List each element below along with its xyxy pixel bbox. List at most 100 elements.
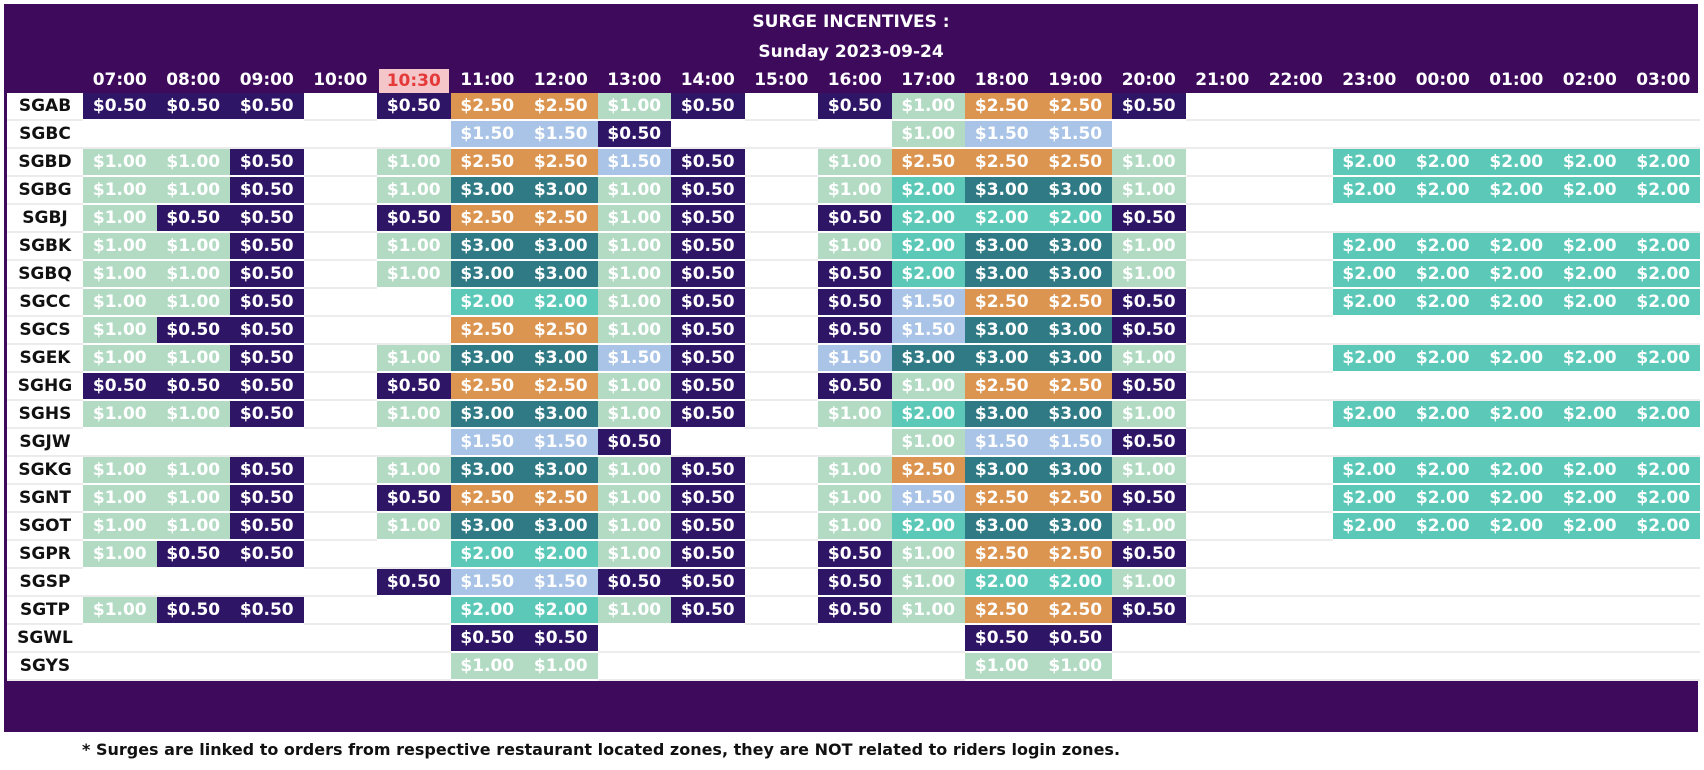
surge-rate-cell: $1.00 [891,373,965,401]
empty-cell [1259,429,1333,457]
surge-rate-cell: $0.50 [230,149,304,177]
surge-rate-cell: $1.50 [524,121,598,149]
zone-label: SGTP [7,597,83,625]
surge-rate-cell: $1.00 [597,205,671,233]
surge-rate-cell: $3.00 [524,457,598,485]
empty-cell [156,625,230,653]
surge-rate-cell: $2.00 [1553,401,1627,429]
empty-cell [303,513,377,541]
surge-rate-cell: $3.00 [965,513,1039,541]
empty-cell [1479,569,1553,597]
surge-rate-cell: $1.50 [891,317,965,345]
surge-rate-cell: $0.50 [377,569,451,597]
empty-cell [744,653,818,681]
empty-cell [83,121,157,149]
empty-cell [303,457,377,485]
surge-rate-cell: $1.00 [156,401,230,429]
empty-cell [744,233,818,261]
surge-rate-cell: $1.00 [377,457,451,485]
surge-rate-cell: $2.00 [1626,457,1700,485]
empty-cell [744,513,818,541]
surge-rate-cell: $0.50 [818,93,892,121]
empty-cell [230,121,304,149]
surge-rate-cell: $1.00 [156,289,230,317]
surge-rate-cell: $0.50 [671,317,745,345]
time-header: 20:00 [1121,70,1176,90]
surge-rate-cell: $0.50 [156,205,230,233]
time-header: 09:00 [239,70,294,90]
time-header: 01:00 [1489,70,1544,90]
surge-rate-cell: $3.00 [524,401,598,429]
surge-rate-cell: $2.00 [965,569,1039,597]
surge-rate-cell: $3.00 [1038,401,1112,429]
surge-rate-cell: $2.00 [524,597,598,625]
surge-rate-cell: $1.00 [83,457,157,485]
surge-rate-cell: $0.50 [377,93,451,121]
time-header: 17:00 [901,70,956,90]
empty-cell [1479,653,1553,681]
surge-rate-cell: $1.00 [83,289,157,317]
empty-cell [377,625,451,653]
surge-rate-cell: $2.00 [1332,457,1406,485]
empty-cell [671,429,745,457]
empty-cell [1185,485,1259,513]
empty-cell [1185,177,1259,205]
empty-cell [1332,625,1406,653]
empty-cell [303,149,377,177]
zone-label: SGJW [7,429,83,457]
surge-rate-cell: $0.50 [156,317,230,345]
surge-rate-cell: $2.00 [1626,485,1700,513]
surge-rate-cell: $0.50 [671,457,745,485]
surge-rate-cell: $0.50 [965,625,1039,653]
surge-rate-cell: $1.00 [156,233,230,261]
surge-rate-cell: $1.00 [891,93,965,121]
empty-cell [744,401,818,429]
surge-rate-cell: $1.00 [818,177,892,205]
surge-rate-cell: $1.50 [597,345,671,373]
surge-rate-cell: $0.50 [450,625,524,653]
surge-rate-cell: $2.00 [891,233,965,261]
surge-rate-cell: $1.00 [156,457,230,485]
surge-rate-cell: $2.00 [1553,457,1627,485]
empty-cell [891,653,965,681]
empty-cell [303,401,377,429]
surge-rate-cell: $1.50 [891,289,965,317]
surge-rate-cell: $3.00 [450,457,524,485]
page-subtitle-date: Sunday 2023-09-24 [758,42,944,62]
empty-cell [744,429,818,457]
empty-cell [1332,429,1406,457]
empty-cell [156,429,230,457]
surge-rate-cell: $1.00 [83,233,157,261]
empty-cell [1112,653,1186,681]
empty-cell [377,121,451,149]
empty-cell [1185,513,1259,541]
surge-rate-cell: $1.00 [818,457,892,485]
surge-rate-cell: $1.50 [818,345,892,373]
surge-rate-cell: $1.00 [597,177,671,205]
surge-rate-cell: $1.00 [891,541,965,569]
surge-rate-cell: $1.00 [597,233,671,261]
surge-rate-cell: $2.50 [450,149,524,177]
empty-cell [1185,653,1259,681]
empty-cell [597,625,671,653]
empty-cell [744,317,818,345]
surge-rate-cell: $2.50 [1038,541,1112,569]
empty-cell [1626,625,1700,653]
surge-rate-cell: $1.00 [156,485,230,513]
surge-rate-cell: $1.00 [83,485,157,513]
empty-cell [1112,121,1186,149]
empty-cell [1259,93,1333,121]
empty-cell [1185,597,1259,625]
time-header: 21:00 [1195,70,1250,90]
surge-rate-cell: $1.00 [891,569,965,597]
empty-cell [303,233,377,261]
empty-cell [1259,513,1333,541]
surge-rate-cell: $0.50 [1112,429,1186,457]
surge-rate-cell: $0.50 [597,429,671,457]
surge-rate-cell: $2.00 [1553,261,1627,289]
empty-cell [1406,317,1480,345]
surge-rate-cell: $3.00 [965,317,1039,345]
empty-cell [1185,625,1259,653]
surge-rate-cell: $3.00 [524,513,598,541]
surge-rate-cell: $2.50 [1038,597,1112,625]
